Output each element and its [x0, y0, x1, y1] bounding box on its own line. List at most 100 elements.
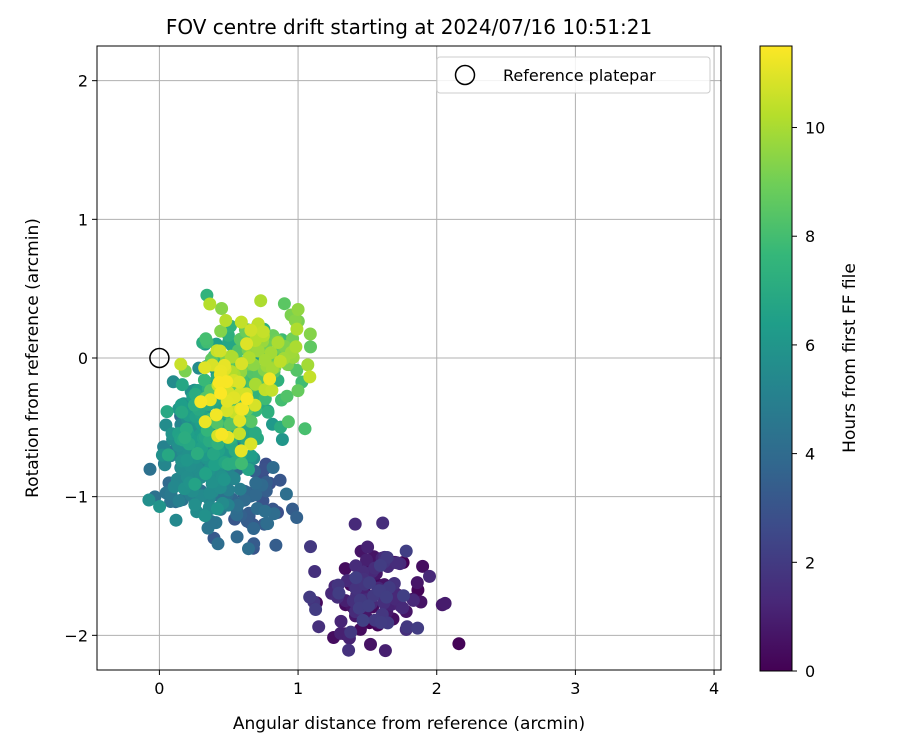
scatter-point [153, 500, 167, 513]
scatter-point [244, 437, 258, 451]
scatter-point [198, 415, 212, 429]
scatter-point [215, 302, 229, 315]
scatter-point [215, 427, 229, 441]
scatter-point [280, 389, 294, 403]
scatter-point [380, 590, 393, 604]
scatter-point [199, 332, 213, 346]
scatter-point [175, 378, 189, 392]
scatter-point [234, 444, 248, 458]
scatter-point [312, 620, 326, 634]
scatter-point [203, 297, 217, 311]
y-tick-label: 1 [78, 210, 88, 229]
scatter-point [356, 613, 370, 627]
scatter-point [213, 344, 227, 358]
scatter-point [232, 375, 246, 389]
y-tick-label: −2 [64, 626, 88, 645]
scatter-point [254, 294, 268, 308]
scatter-point [217, 473, 231, 487]
scatter-point [214, 386, 228, 400]
scatter-point [281, 415, 295, 429]
colorbar-tick-label: 0 [805, 662, 815, 681]
scatter-point [236, 402, 250, 416]
scatter-point [303, 370, 317, 384]
scatter-point [212, 376, 226, 389]
scatter-point [266, 461, 280, 474]
data-points [142, 288, 466, 658]
scatter-point [378, 644, 392, 658]
scatter-point [235, 357, 249, 371]
scatter-point [233, 427, 246, 441]
scatter-point [190, 447, 204, 460]
scatter-point [244, 323, 258, 337]
scatter-point [271, 336, 285, 349]
scatter-point [349, 571, 363, 585]
scatter-point [210, 502, 224, 516]
scatter-point [244, 449, 258, 463]
scatter-point [234, 315, 248, 329]
scatter-point [273, 473, 287, 487]
scatter-point [338, 562, 352, 576]
scatter-point [362, 599, 375, 613]
scatter-point [248, 426, 262, 440]
scatter-point [289, 340, 303, 354]
scatter-point [301, 358, 315, 372]
scatter-point [291, 303, 305, 316]
colorbar-tick-label: 8 [805, 227, 815, 246]
scatter-point [142, 493, 156, 507]
scatter-point [258, 504, 272, 518]
scatter-point [290, 322, 304, 336]
scatter-point [363, 576, 376, 590]
scatter-point [230, 530, 244, 544]
scatter-point [233, 414, 247, 428]
scatter-point [410, 576, 424, 590]
scatter-point [397, 589, 410, 603]
scatter-point [406, 593, 420, 607]
scatter-point [373, 558, 387, 572]
scatter-point [344, 625, 358, 639]
scatter-point [258, 353, 272, 367]
scatter-point [143, 462, 157, 476]
scatter-point [249, 488, 263, 502]
scatter-point [214, 324, 228, 338]
scatter-point [178, 431, 192, 445]
scatter-point [244, 415, 258, 428]
scatter-point [208, 458, 222, 472]
colorbar-gradient [759, 45, 793, 672]
scatter-point [452, 637, 466, 651]
scatter-point [198, 509, 212, 523]
scatter-point [303, 590, 317, 604]
scatter-point [438, 596, 452, 610]
scatter-point [269, 538, 283, 552]
scatter-point [261, 405, 275, 419]
scatter-point [400, 620, 414, 634]
colorbar-ticks: 0 2 4 6 8 10 [792, 119, 825, 681]
colorbar-label: Hours from first FF file [840, 263, 860, 453]
colorbar: 0 2 4 6 8 10 Hours from first FF file [759, 45, 860, 681]
scatter-point [199, 467, 213, 481]
scatter-point [342, 643, 356, 657]
scatter-point [256, 325, 270, 339]
scatter-point [290, 511, 304, 524]
axis-ticks: 0 1 2 3 4 −2 −1 0 1 2 [64, 72, 719, 698]
scatter-point [396, 601, 410, 615]
y-axis-label: Rotation from reference (arcmin) [23, 218, 43, 498]
x-tick-label: 1 [293, 679, 303, 698]
scatter-point [423, 569, 436, 583]
scatter-point [348, 517, 362, 531]
scatter-point [263, 372, 277, 386]
scatter-point [220, 404, 234, 418]
x-axis-label: Angular distance from reference (arcmin) [233, 714, 585, 734]
scatter-point [251, 344, 265, 358]
scatter-point [175, 405, 189, 419]
scatter-point [160, 405, 174, 419]
scatter-point [399, 544, 413, 558]
scatter-point [231, 498, 245, 512]
scatter-point [361, 540, 375, 554]
reference-platepar-marker [149, 347, 170, 369]
scatter-point [203, 486, 217, 500]
scatter-point [180, 453, 194, 467]
scatter-point [390, 556, 404, 570]
scatter-point [169, 513, 183, 527]
scatter-point [209, 408, 223, 422]
